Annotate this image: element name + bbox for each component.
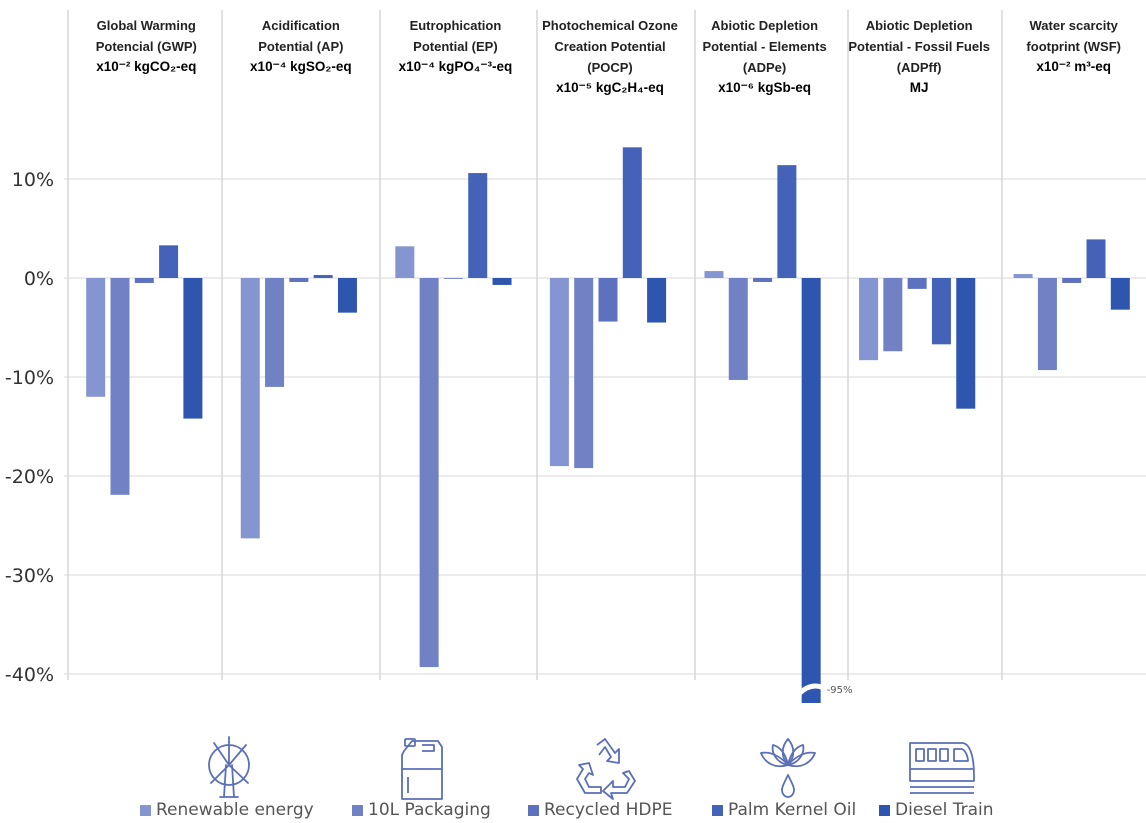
bars [86, 147, 1130, 703]
panel-title: (ADPe) [743, 60, 786, 75]
panel-title: footprint (WSF) [1026, 39, 1121, 54]
panel-title: Eutrophication [410, 18, 502, 33]
panel-title: Abiotic Depletion [866, 18, 973, 33]
legend-swatch [879, 804, 890, 816]
bar [1062, 278, 1082, 283]
bar [265, 278, 285, 387]
y-tick-label: 0% [24, 268, 54, 290]
bar [395, 246, 415, 278]
bar [883, 278, 903, 352]
chart: Global Warming Potencial (GWP) x10⁻² kgCO₂… [5, 10, 1146, 703]
grid [64, 178, 1146, 675]
y-tick-label: -40% [5, 664, 54, 686]
jerrycan-icon [386, 735, 456, 801]
panel-unit: x10⁻⁶ kgSb-eq [718, 80, 811, 95]
legend-swatch [140, 804, 151, 816]
bar [777, 165, 797, 278]
panel-title: Potential (AP) [258, 39, 343, 54]
bar [956, 278, 976, 409]
bar [443, 278, 463, 279]
panel-title: Potencial (GWP) [96, 39, 197, 54]
panel-unit: x10⁻⁴ kgPO₄⁻³-eq [399, 59, 513, 74]
bar [704, 271, 724, 278]
bar [313, 275, 333, 278]
bar [468, 173, 488, 278]
bar [159, 245, 179, 278]
panel-title: Potential (EP) [413, 39, 498, 54]
legend-item-diesel-train: Diesel Train [879, 800, 994, 820]
recycle-icon [571, 735, 641, 801]
bar [134, 278, 154, 283]
annotations: -95% [796, 683, 853, 696]
bar [1037, 278, 1057, 371]
y-tick-label: -10% [5, 367, 54, 389]
legend-item-palm-kernel-oil: Palm Kernel Oil [712, 800, 856, 820]
panel-unit: x10⁻² kgCO₂-eq [96, 59, 196, 74]
bar [183, 278, 203, 419]
legend-swatch [712, 804, 723, 816]
legend-swatch [528, 804, 539, 816]
legend: Renewable energy 10L Packaging Recycled … [0, 800, 1146, 822]
panel-unit: MJ [910, 80, 929, 95]
panel-title: Potential - Elements [702, 39, 826, 54]
panel-titles: Global Warming Potencial (GWP) x10⁻² kgCO₂… [96, 18, 1121, 95]
panel-unit: x10⁻⁴ kgSO₂-eq [250, 59, 352, 74]
y-tick-label: 10% [12, 169, 54, 191]
legend-item-10l-packaging: 10L Packaging [352, 800, 491, 820]
bar [110, 278, 130, 495]
panel-title: Creation Potential [554, 39, 665, 54]
bar [931, 278, 951, 345]
bar [907, 278, 927, 289]
panel-title: (POCP) [587, 60, 633, 75]
bar [598, 278, 618, 322]
train-icon [906, 735, 976, 801]
panel-unit: x10⁻² m³-eq [1036, 59, 1111, 74]
annotation-label: -95% [827, 685, 853, 696]
bar [622, 147, 642, 278]
bar [647, 278, 667, 323]
panel-title: Global Warming [97, 18, 196, 33]
panel-title: Water scarcity [1030, 18, 1119, 33]
panel-title: Potential - Fossil Fuels [848, 39, 990, 54]
bar [549, 278, 569, 467]
bar [289, 278, 309, 282]
legend-label: Recycled HDPE [544, 800, 673, 820]
wind-turbine-icon [196, 735, 266, 801]
bar [492, 278, 512, 285]
bar [801, 278, 821, 703]
panel-unit: x10⁻⁵ kgC₂H₄-eq [556, 80, 664, 95]
legend-label: Renewable energy [156, 800, 314, 820]
legend-label: Palm Kernel Oil [728, 800, 857, 820]
bar [86, 278, 106, 397]
legend-item-renewable-energy: Renewable energy [140, 800, 314, 820]
panel-title: Photochemical Ozone [542, 18, 678, 33]
axis-break-mark [796, 683, 825, 696]
lotus-drop-icon [753, 735, 823, 801]
bar [419, 278, 439, 668]
bar [574, 278, 594, 469]
bar [753, 278, 773, 282]
y-tick-label: -20% [5, 466, 54, 488]
bar [240, 278, 260, 539]
bar [859, 278, 879, 361]
panel-separators [67, 10, 1003, 680]
legend-item-recycled-hdpe: Recycled HDPE [528, 800, 673, 820]
legend-label: 10L Packaging [368, 800, 491, 820]
bar [1013, 274, 1033, 278]
bar [728, 278, 748, 380]
y-tick-label: -30% [5, 565, 54, 587]
legend-swatch [352, 804, 363, 816]
panel-title: (ADPff) [897, 60, 942, 75]
panel-title: Abiotic Depletion [711, 18, 818, 33]
bar [1086, 239, 1106, 278]
legend-label: Diesel Train [895, 800, 994, 820]
panel-title: Acidification [262, 18, 340, 33]
bar [337, 278, 357, 313]
bar [1110, 278, 1130, 310]
y-axis: 10% 0% -10% -20% -30% -40% [5, 169, 54, 686]
